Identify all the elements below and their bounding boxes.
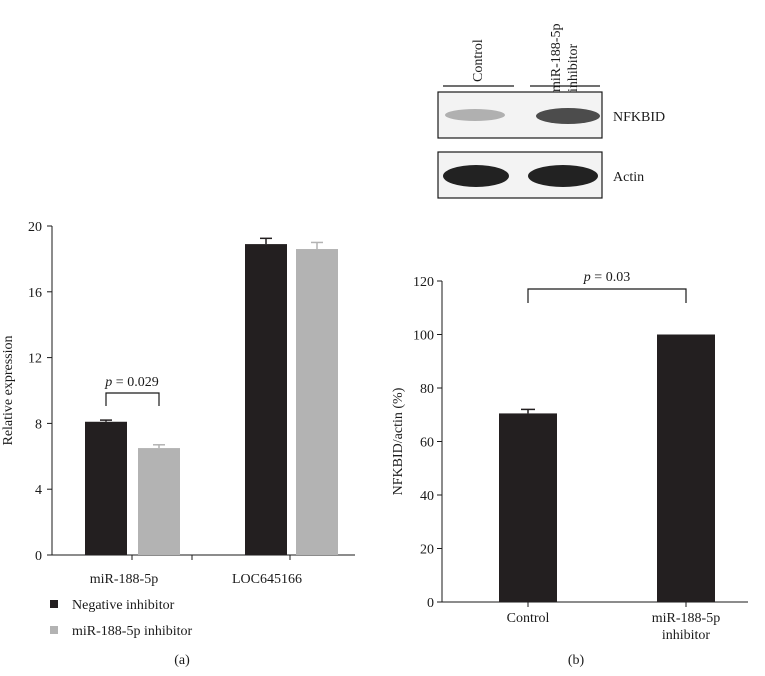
chart-a: 0 4 8 12 16 20 Relative expression miR-188-5p LO… xyxy=(1,220,355,639)
panel-label-b: (b) xyxy=(568,653,585,668)
x-tick-label: miR-188-5p xyxy=(652,611,720,626)
y-tick-label: 60 xyxy=(420,436,434,451)
bar xyxy=(245,244,287,555)
y-tick-label: 4 xyxy=(35,483,42,498)
legend-swatch xyxy=(50,600,58,608)
blot-band-actin-control xyxy=(443,165,509,187)
significance-bracket xyxy=(105,392,160,406)
blot-lane-label-control: Control xyxy=(471,39,486,82)
chart-b: 0 20 40 60 80 100 120 NFKBID/actin (%) Control mi… xyxy=(391,270,748,643)
y-tick-label: 80 xyxy=(420,382,434,397)
x-tick-label: LOC645166 xyxy=(232,572,302,587)
blot-lane-label-inhibitor-line1: miR-188-5p xyxy=(549,24,564,92)
panel-label-a: (a) xyxy=(174,653,190,668)
bar xyxy=(85,421,127,555)
y-tick-label: 0 xyxy=(35,549,42,564)
legend-label: miR-188-5p inhibitor xyxy=(72,624,193,639)
p-value-annotation-rest: = 0.03 xyxy=(591,270,630,285)
y-tick-label: 20 xyxy=(28,220,42,235)
legend-swatch xyxy=(50,626,58,634)
bar xyxy=(138,448,180,555)
p-value-annotation: p = 0.029 xyxy=(104,375,158,390)
y-tick-label: 120 xyxy=(413,275,434,290)
legend-label: Negative inhibitor xyxy=(72,598,175,613)
x-tick-label: inhibitor xyxy=(662,628,711,643)
y-axis-title: Relative expression xyxy=(1,335,16,445)
blot-lane-label-inhibitor-line2: inhibitor xyxy=(566,43,581,92)
blot-row-label-actin: Actin xyxy=(613,170,644,185)
y-tick-label: 100 xyxy=(413,329,434,344)
blot-band-nfkbid-control xyxy=(445,109,505,121)
blot-panel-actin: Actin xyxy=(437,151,644,199)
blot-band-actin-inhibitor xyxy=(528,165,598,187)
y-tick-label: 8 xyxy=(35,417,42,432)
x-tick-label: Control xyxy=(507,611,550,626)
y-axis-title: NFKBID/actin (%) xyxy=(391,387,406,495)
blot-row-label-nfkbid: NFKBID xyxy=(613,110,665,125)
p-value-annotation-italic: p xyxy=(104,375,112,390)
bar xyxy=(657,334,715,602)
significance-bracket xyxy=(527,288,687,303)
y-tick-label: 0 xyxy=(427,596,434,611)
p-value-annotation: p = 0.03 xyxy=(583,270,630,285)
p-value-annotation-rest: = 0.029 xyxy=(112,375,158,390)
western-blot: Control miR-188-5p inhibitor NFKBID Acti… xyxy=(437,24,665,199)
y-tick-label: 20 xyxy=(420,543,434,558)
blot-panel-nfkbid: NFKBID xyxy=(437,91,665,139)
blot-band-nfkbid-inhibitor xyxy=(536,108,600,124)
bar xyxy=(499,413,557,602)
bar xyxy=(296,249,338,555)
y-tick-label: 40 xyxy=(420,489,434,504)
y-tick-label: 16 xyxy=(28,286,42,301)
x-tick-label: miR-188-5p xyxy=(90,572,158,587)
y-tick-label: 12 xyxy=(28,352,42,367)
p-value-annotation-italic: p xyxy=(583,270,591,285)
